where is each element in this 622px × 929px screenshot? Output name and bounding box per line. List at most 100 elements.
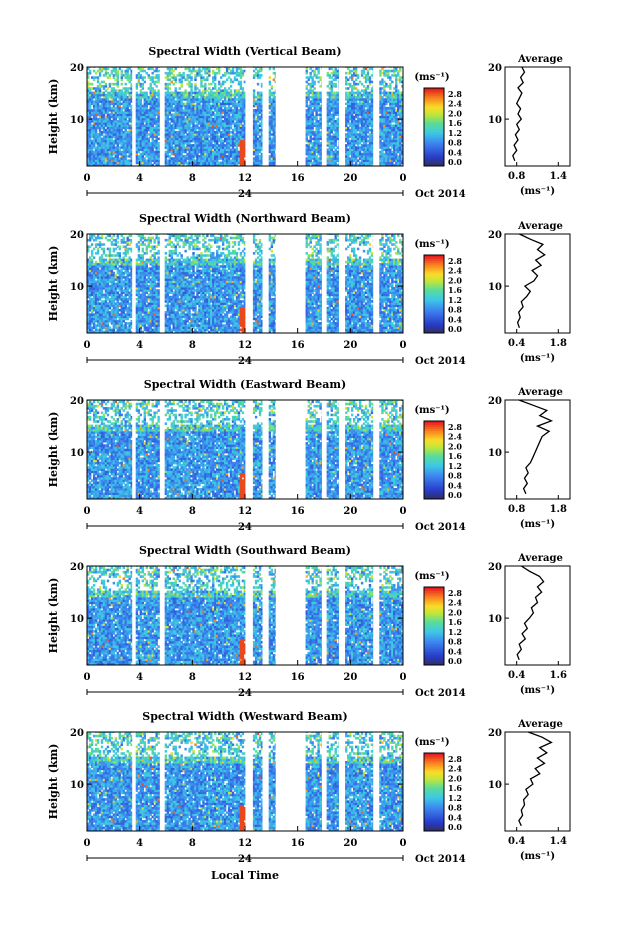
heatmap-cell [305,137,308,141]
heatmap-cell [256,146,260,149]
heatmap-cell [104,152,108,156]
heatmap-cell [235,71,239,75]
heatmap-cell [239,148,243,152]
heatmap-cell [141,115,145,119]
heatmap-cell [210,122,213,125]
heatmap-cell [96,85,100,88]
heatmap-cell [319,148,322,152]
heatmap-cell [200,76,203,79]
heatmap-cell [102,139,106,143]
heatmap-cell [243,109,246,112]
heatmap-cell [313,117,316,121]
heatmap-cell [92,128,96,132]
heatmap-cell [223,148,227,152]
heatmap-cell [243,130,246,134]
heatmap-cell [164,146,168,149]
heatmap-cell [237,139,241,143]
heatmap-cell [186,135,189,138]
heatmap-cell [143,98,146,101]
heatmap-cell [174,80,177,84]
heatmap-cell [229,95,233,99]
heatmap-cell [219,130,223,134]
heatmap-cell [229,126,233,130]
heatmap-cell [192,148,195,152]
heatmap-cell [254,122,258,125]
heatmap-cell [192,139,195,143]
heatmap-cell [241,163,245,167]
heatmap-cell [106,144,110,147]
heatmap-cell [174,122,177,125]
heatmap-cell [104,130,108,134]
heatmap-cell [241,137,245,141]
heatmap-cell [151,133,154,136]
heatmap-cell [272,115,276,119]
heatmap-cell [241,104,245,108]
heatmap-cell [208,157,211,160]
heatmap-cell [186,104,189,108]
heatmap-cell [227,93,231,97]
heatmap-cell [124,163,127,167]
heatmap-cell [124,146,127,149]
heatmap-cell [172,120,175,123]
heatmap-cell [120,157,123,160]
heatmap-cell [313,157,316,160]
heatmap-cell [219,122,223,125]
heatmap-cell [225,130,229,134]
heatmap-cell [135,128,139,132]
heatmap-cell [196,124,199,128]
heatmap-cell [239,130,243,134]
heatmap-cell [221,144,225,147]
heatmap-cell [206,128,209,132]
heatmap-cell [126,95,129,99]
heatmap-cell [219,102,223,106]
heatmap-cell [208,126,211,130]
heatmap-cell [92,76,96,79]
heatmap-cell [204,159,207,163]
heatmap-cell [120,120,123,123]
heatmap-cell [168,71,172,75]
heatmap-cell [190,117,193,121]
heatmap-cell [137,157,141,160]
heatmap-cell [149,102,152,106]
heatmap-cell [256,159,260,163]
heatmap-cell [164,120,168,123]
heatmap-cell [90,163,94,167]
heatmap-cell [94,98,98,101]
heatmap-cell [219,137,223,141]
heatmap-cell [309,109,312,112]
heatmap-cell [143,111,146,114]
heatmap-cell [170,139,173,143]
heatmap-cell [106,117,110,121]
heatmap-cell [188,117,191,121]
heatmap-cell [143,137,146,141]
heatmap-cell [92,135,96,138]
heatmap-cell [180,137,183,141]
heatmap-cell [166,111,170,114]
heatmap-cell [94,115,98,119]
heatmap-cell [182,146,185,149]
heatmap-cell [184,91,187,95]
heatmap-cell [202,113,205,117]
heatmap-cell [92,150,96,154]
heatmap-cell [174,117,177,121]
heatmap-cell [106,93,110,97]
heatmap-cell [137,139,141,143]
heatmap-cell [122,133,125,136]
heatmap-cell [166,122,170,125]
heatmap-cell [272,130,276,134]
heatmap-cell [188,130,191,134]
heatmap-cell [94,161,98,165]
heatmap-cell [186,146,189,149]
heatmap-cell [157,133,160,136]
heatmap-cell [170,157,173,160]
heatmap-cell [196,109,199,112]
heatmap-cell [168,161,172,165]
heatmap-cell [233,152,237,156]
heatmap-cell [106,152,110,156]
heatmap-cell [223,80,227,84]
heatmap-cell [87,115,90,119]
heatmap-cell [270,133,274,136]
heatmap-cell [231,155,235,158]
heatmap-cell [227,161,231,165]
heatmap-cell [223,133,227,136]
